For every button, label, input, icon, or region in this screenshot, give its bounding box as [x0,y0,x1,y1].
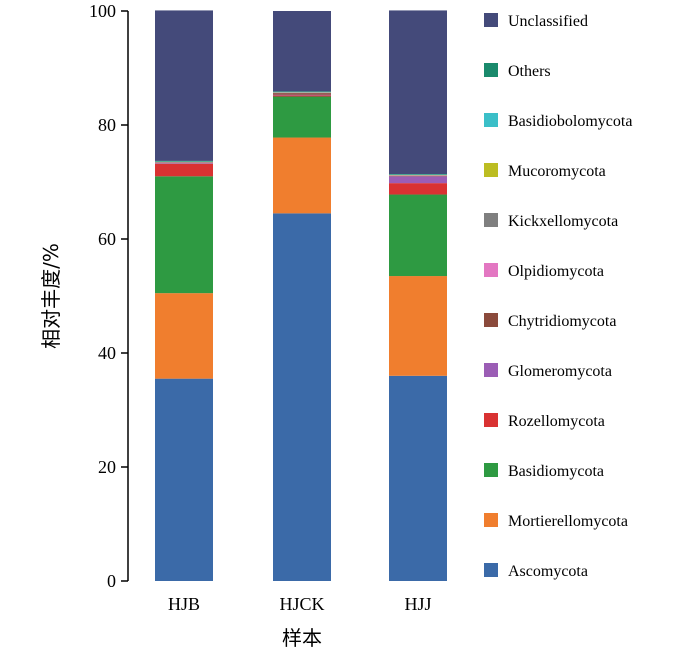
legend-swatch [484,13,498,27]
legend-item: Glomeromycota [484,363,612,380]
legend-swatch [484,413,498,427]
legend-swatch [484,113,498,127]
bar-segment-basidiomycota-hjck [273,97,331,138]
bar-segment-mortierellomycota-hjj [389,276,447,376]
legend-swatch [484,313,498,327]
y-tick-label: 40 [98,343,116,363]
legend-swatch [484,63,498,77]
bar-segment-others-hjb [155,161,213,162]
legend-label: Unclassified [508,13,588,30]
legend-swatch [484,563,498,577]
bar-segment-ascomycota-hjck [273,213,331,581]
bar-segment-chytridiomycota-hjb [155,163,213,164]
legend-label: Others [508,63,551,80]
legend-label: Olpidiomycota [508,263,604,280]
x-axis: HJB HJCK HJJ [168,594,432,614]
x-axis-title: 样本 [282,626,322,650]
legend-swatch [484,513,498,527]
legend-label: Chytridiomycota [508,313,616,330]
legend-item: Basidiomycota [484,463,604,480]
y-tick-label: 80 [98,115,116,135]
y-tick-label: 20 [98,457,116,477]
legend-item: Unclassified [484,13,588,30]
legend-swatch [484,163,498,177]
y-axis-title: 相对丰度/% [39,243,63,349]
legend-item: Mortierellomycota [484,513,628,530]
bar-segment-basidiomycota-hjb [155,176,213,293]
y-axis: 0 20 40 60 80 100 [89,1,128,591]
y-tick-label: 0 [107,571,116,591]
bar-segment-ascomycota-hjb [155,379,213,581]
legend-label: Kickxellomycota [508,213,618,230]
legend-label: Basidiobolomycota [508,113,632,130]
legend-item: Ascomycota [484,563,588,580]
bar-segment-mortierellomycota-hjb [155,293,213,379]
legend-label: Basidiomycota [508,463,604,480]
bar-segment-rozellomycota-hjck [273,95,331,96]
legend-label: Mucoromycota [508,163,606,180]
legend-swatch [484,363,498,377]
bars-layer [155,10,447,581]
bar-segment-rozellomycota-hjj [389,183,447,194]
bar-segment-chytridiomycota-hjck [273,93,331,95]
legend-label: Rozellomycota [508,413,605,430]
legend-item: Mucoromycota [484,163,606,180]
bar-segment-glomeromycota-hjck [273,95,331,96]
bar-segment-glomeromycota-hjj [389,176,447,183]
bar-segment-rozellomycota-hjb [155,164,213,177]
bar-segment-basidiomycota-hjj [389,195,447,277]
legend-item: Olpidiomycota [484,263,604,280]
bar-segment-unclassified-hjck [273,11,331,91]
bar-segment-glomeromycota-hjb [155,163,213,164]
legend-swatch [484,463,498,477]
legend-swatch [484,263,498,277]
legend-label: Ascomycota [508,563,588,580]
legend-swatch [484,213,498,227]
legend-item: Kickxellomycota [484,213,618,230]
legend-label: Glomeromycota [508,363,612,380]
y-tick-label: 60 [98,229,116,249]
x-tick-label: HJCK [279,594,324,614]
x-tick-label: HJJ [404,594,431,614]
bar-segment-mortierellomycota-hjck [273,138,331,214]
legend-item: Basidiobolomycota [484,113,632,130]
legend: Unclassified Others Basidiobolomycota Mucor… [484,13,632,580]
bar-segment-unclassified-hjb [155,10,213,160]
legend-item: Others [484,63,551,80]
bar-segment-ascomycota-hjj [389,376,447,581]
legend-label: Mortierellomycota [508,513,628,530]
bar-segment-chytridiomycota-hjj [389,176,447,177]
bar-segment-others-hjck [273,91,331,92]
legend-item: Chytridiomycota [484,313,616,330]
x-tick-label: HJB [168,594,200,614]
bar-segment-unclassified-hjj [389,10,447,174]
y-tick-label: 100 [89,1,116,21]
bar-segment-others-hjj [389,174,447,175]
legend-item: Rozellomycota [484,413,605,430]
